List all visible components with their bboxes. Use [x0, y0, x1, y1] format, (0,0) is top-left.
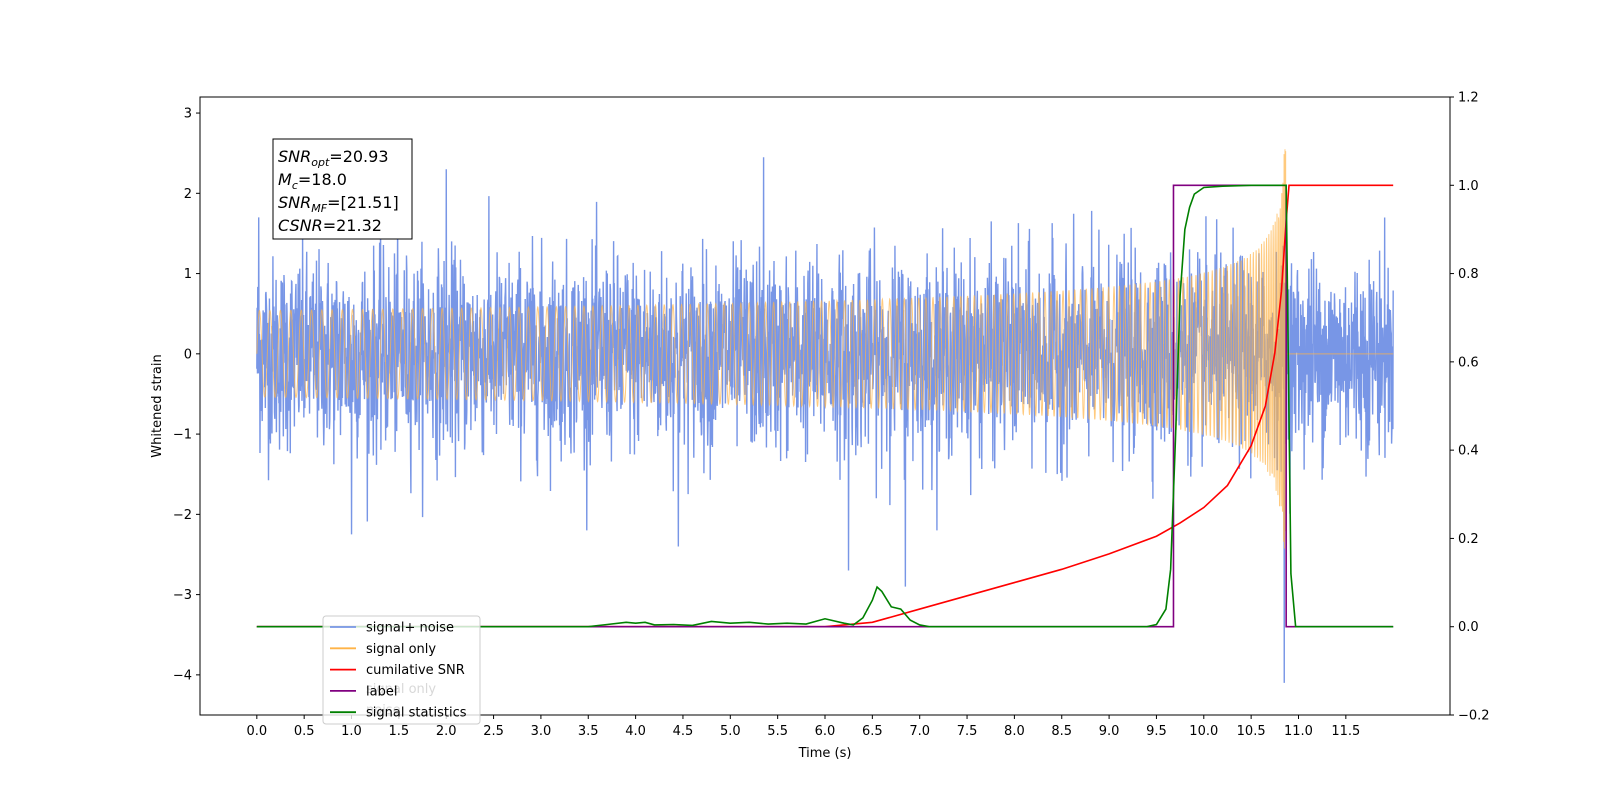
legend-label: cumilative SNR [366, 663, 465, 678]
series-signal-statistics [256, 184, 1394, 628]
x-tick-label: 7.5 [957, 724, 978, 739]
annotation-line: Mc=18.0 [278, 170, 347, 192]
y-axis-right: 1.2 1.0 0.8 0.6 0.4 0.2 0.0 −0.2 [1450, 91, 1490, 724]
y-right-tick-label: 0.0 [1458, 620, 1479, 635]
x-axis-label: Time (s) [798, 746, 852, 761]
y-right-tick-label: 1.0 [1458, 179, 1479, 194]
x-tick-label: 1.5 [389, 724, 410, 739]
x-tick-label: 5.5 [767, 724, 788, 739]
x-tick-label: 4.0 [625, 724, 646, 739]
legend-label: signal only [366, 642, 436, 657]
x-tick-label: 0.5 [294, 724, 315, 739]
x-tick-label: 11.5 [1331, 724, 1360, 739]
x-tick-label: 0.0 [246, 724, 267, 739]
legend: signal only noise signal+ noise signal only… [322, 615, 481, 725]
y-left-tick-label: 3 [184, 107, 192, 122]
x-tick-label: 9.5 [1146, 724, 1167, 739]
legend-label: signal+ noise [366, 621, 454, 636]
y-right-tick-label: 0.8 [1458, 267, 1479, 282]
legend-label: label [366, 684, 397, 699]
x-tick-label: 4.5 [673, 724, 694, 739]
y-left-tick-label: 0 [184, 347, 192, 362]
y-right-tick-label: 0.2 [1458, 532, 1479, 547]
legend-ghost-text: noise [366, 703, 401, 718]
y-right-tick-label: 0.4 [1458, 444, 1479, 459]
x-tick-label: 8.0 [1004, 724, 1025, 739]
y-left-tick-label: −3 [173, 588, 192, 603]
x-tick-label: 11.0 [1284, 724, 1313, 739]
series-layer [256, 149, 1394, 683]
annotation-line: SNRopt=20.93 [278, 147, 389, 169]
x-tick-label: 6.5 [862, 724, 883, 739]
y-left-tick-label: −1 [173, 428, 192, 443]
legend-frame [322, 615, 481, 725]
y-left-tick-label: 1 [184, 267, 192, 282]
y-axis-label: Whitened strain [150, 354, 165, 457]
legend-ghost-text: signal only [366, 682, 436, 697]
x-tick-label: 9.0 [1099, 724, 1120, 739]
annotation-box: SNRopt=20.93Mc=18.0SNRMF=[21.51]CSNR=21.… [272, 138, 413, 240]
legend-label: signal statistics [366, 706, 467, 721]
x-tick-label: 10.5 [1237, 724, 1266, 739]
y-left-tick-label: −4 [173, 668, 192, 683]
y-left-tick-label: −2 [173, 508, 192, 523]
series-signal-only [256, 149, 1394, 549]
y-axis-left: 3 2 1 0 −1 −2 −3 −4 [173, 107, 200, 683]
y-right-tick-label: −0.2 [1458, 709, 1490, 724]
y-left-tick-label: 2 [184, 187, 192, 202]
x-tick-label: 8.5 [1051, 724, 1072, 739]
annotation-line: SNRMF=[21.51] [278, 193, 399, 215]
x-tick-label: 3.0 [531, 724, 552, 739]
y-right-tick-label: 0.6 [1458, 355, 1479, 370]
x-tick-label: 7.0 [909, 724, 930, 739]
x-tick-label: 5.0 [720, 724, 741, 739]
y-right-tick-label: 1.2 [1458, 91, 1479, 106]
x-tick-label: 3.5 [578, 724, 599, 739]
annotation-line: CSNR=21.32 [278, 216, 382, 235]
x-tick-label: 10.0 [1189, 724, 1218, 739]
annotation-frame [272, 138, 413, 240]
series-cumilative-snr [256, 184, 1394, 628]
x-tick-label: 1.0 [341, 724, 362, 739]
x-tick-label: 6.0 [815, 724, 836, 739]
x-tick-label: 2.0 [436, 724, 457, 739]
x-tick-label: 2.5 [483, 724, 504, 739]
x-axis: 0.0 0.5 1.0 1.5 2.0 2.5 3.0 3.5 4.0 4.5 5.0 5.5 6.0 6… [246, 715, 1360, 739]
